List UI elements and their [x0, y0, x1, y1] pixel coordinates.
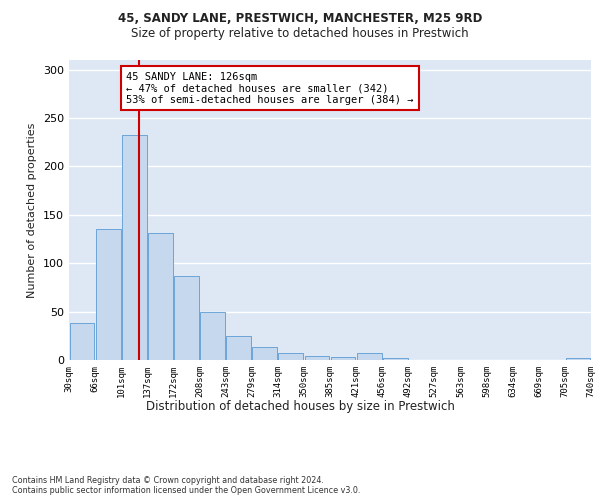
Bar [148, 233, 173, 360]
Bar [226, 336, 251, 360]
Bar [253, 348, 277, 360]
Bar [305, 356, 329, 360]
Y-axis label: Number of detached properties: Number of detached properties [28, 122, 37, 298]
Text: 45, SANDY LANE, PRESTWICH, MANCHESTER, M25 9RD: 45, SANDY LANE, PRESTWICH, MANCHESTER, M… [118, 12, 482, 26]
Text: Distribution of detached houses by size in Prestwich: Distribution of detached houses by size … [146, 400, 454, 413]
Bar [357, 353, 382, 360]
Text: 45 SANDY LANE: 126sqm
← 47% of detached houses are smaller (342)
53% of semi-det: 45 SANDY LANE: 126sqm ← 47% of detached … [126, 72, 414, 105]
Bar [383, 358, 407, 360]
Bar [174, 276, 199, 360]
Bar [278, 353, 303, 360]
Bar [70, 323, 94, 360]
Bar [331, 357, 355, 360]
Bar [566, 358, 590, 360]
Bar [96, 230, 121, 360]
Text: Size of property relative to detached houses in Prestwich: Size of property relative to detached ho… [131, 28, 469, 40]
Text: Contains HM Land Registry data © Crown copyright and database right 2024.
Contai: Contains HM Land Registry data © Crown c… [12, 476, 361, 495]
Bar [122, 136, 146, 360]
Bar [200, 312, 225, 360]
